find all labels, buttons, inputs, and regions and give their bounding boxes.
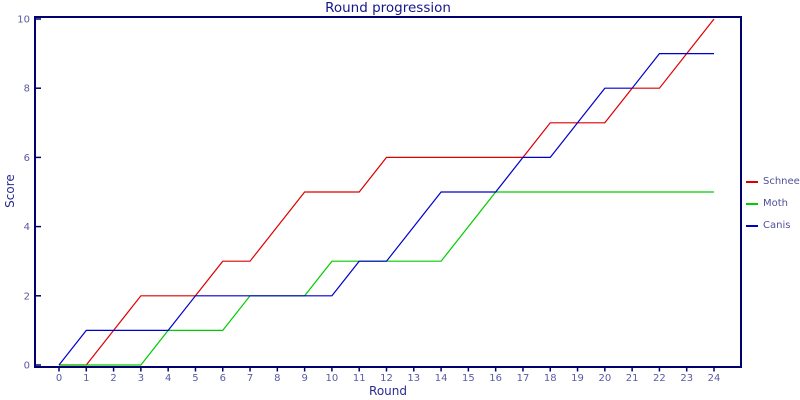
legend-swatch-icon	[746, 203, 758, 205]
series-line-schnee	[59, 18, 715, 366]
x-tick-label: 14	[435, 373, 448, 384]
legend-item-canis: Canis	[746, 220, 800, 232]
x-axis-label: Round	[369, 384, 407, 398]
y-tick-label: 0	[24, 361, 30, 372]
y-axis-label: Score	[3, 174, 17, 208]
y-tick-label: 8	[24, 84, 30, 95]
legend-swatch-icon	[746, 181, 758, 183]
x-tick-label: 22	[653, 373, 666, 384]
legend-swatch-icon	[746, 225, 758, 227]
legend-item-schnee: Schnee	[746, 176, 800, 188]
x-tick-label: 17	[517, 373, 530, 384]
x-tick-label: 7	[247, 373, 253, 384]
y-tick-label: 2	[24, 291, 30, 302]
y-tick-label: 10	[17, 15, 30, 26]
x-tick-label: 0	[56, 373, 62, 384]
legend-label: Moth	[763, 198, 789, 209]
x-tick-label: 15	[462, 373, 475, 384]
series-line-canis	[58, 52, 714, 366]
x-tick-label: 21	[626, 373, 639, 384]
x-tick-label: 20	[598, 373, 611, 384]
y-tick-label: 6	[24, 153, 30, 164]
legend-label: Canis	[763, 220, 791, 231]
x-tick-label: 1	[83, 373, 89, 384]
x-tick-label: 12	[380, 373, 393, 384]
x-tick-label: 3	[138, 373, 144, 384]
x-tick-label: 24	[708, 373, 721, 384]
x-tick-label: 6	[220, 373, 226, 384]
chart-title: Round progression	[325, 0, 451, 16]
x-tick-label: 23	[680, 373, 693, 384]
x-tick-label: 4	[165, 373, 171, 384]
x-tick-label: 19	[571, 373, 584, 384]
x-tick-label: 10	[326, 373, 339, 384]
x-tick-label: 8	[274, 373, 280, 384]
series-line-moth	[59, 191, 714, 366]
x-tick-label: 13	[407, 373, 420, 384]
y-tick-label: 4	[24, 222, 30, 233]
legend-item-moth: Moth	[746, 198, 800, 210]
axis-frame	[34, 16, 742, 368]
x-tick-label: 11	[353, 373, 366, 384]
x-tick-label: 16	[489, 373, 502, 384]
x-tick-label: 9	[301, 373, 307, 384]
x-tick-label: 18	[544, 373, 557, 384]
legend: Schnee Moth Canis	[746, 176, 800, 242]
x-tick-label: 5	[192, 373, 198, 384]
legend-label: Schnee	[763, 176, 800, 187]
x-tick-label: 2	[110, 373, 116, 384]
